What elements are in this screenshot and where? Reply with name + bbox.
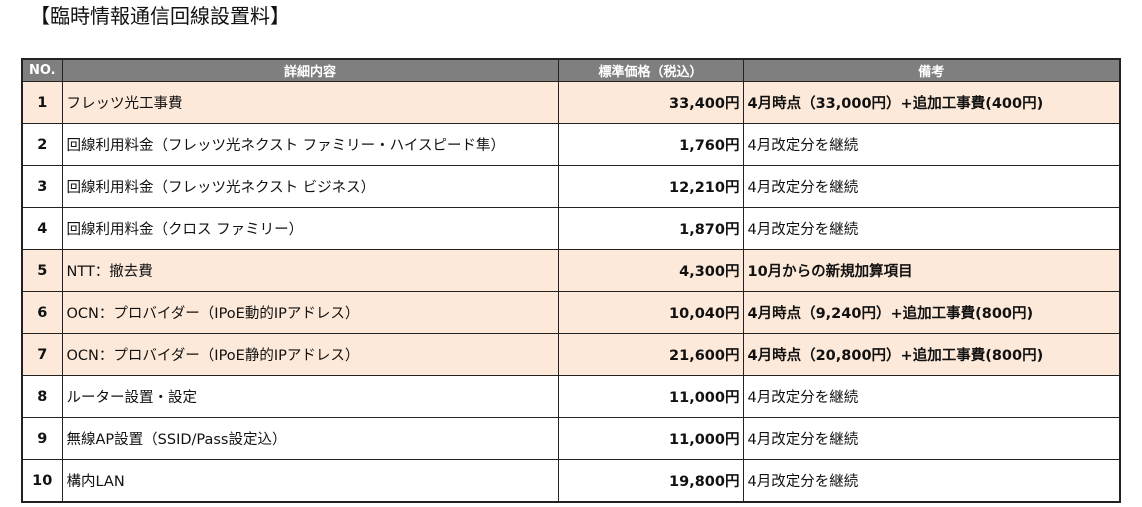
price-cell: 1,870円 (557, 207, 744, 250)
no-cell: 7 (21, 333, 63, 376)
no-cell: 6 (21, 291, 63, 334)
no-cell: 1 (21, 81, 63, 124)
detail-cell: NTT：撤去費 (61, 249, 559, 292)
table-header-row: NO. 詳細内容 標準価格（税込） 備考 (21, 58, 1121, 82)
price-cell: 1,760円 (557, 123, 744, 166)
table-row: 7 OCN：プロバイダー（IPoE静的IPアドレス） 21,600円 4月時点（20,… (21, 333, 1121, 376)
table-row: 6 OCN：プロバイダー（IPoE動的IPアドレス） 10,040円 4月時点（9,2… (21, 291, 1121, 334)
no-cell: 5 (21, 249, 63, 292)
table-row: 10 構内LAN 19,800円 4月改定分を継続 (21, 459, 1121, 503)
price-cell: 11,000円 (557, 375, 744, 418)
detail-cell: ルーター設置・設定 (61, 375, 559, 418)
note-cell: 4月時点（33,000円）+追加工事費(400円) (742, 81, 1121, 124)
table-row: 9 無線AP設置（SSID/Pass設定込） 11,000円 4月改定分を継続 (21, 417, 1121, 460)
note-cell: 4月時点（9,240円）+追加工事費(800円) (742, 291, 1121, 334)
table-row: 2 回線利用料金（フレッツ光ネクスト ファミリー・ハイスピード隼） 1,760円 4月… (21, 123, 1121, 166)
note-cell: 4月改定分を継続 (742, 459, 1121, 503)
note-cell: 10月からの新規加算項目 (742, 249, 1121, 292)
no-cell: 8 (21, 375, 63, 418)
price-cell: 4,300円 (557, 249, 744, 292)
no-cell: 4 (21, 207, 63, 250)
price-cell: 12,210円 (557, 165, 744, 208)
table-row: 8 ルーター設置・設定 11,000円 4月改定分を継続 (21, 375, 1121, 418)
table-row: 5 NTT：撤去費 4,300円 10月からの新規加算項目 (21, 249, 1121, 292)
page-title: 【臨時情報通信回線設置料】 (30, 4, 290, 28)
detail-cell: 回線利用料金（フレッツ光ネクスト ビジネス） (61, 165, 559, 208)
note-cell: 4月時点（20,800円）+追加工事費(800円) (742, 333, 1121, 376)
table-row: 4 回線利用料金（クロス ファミリー） 1,870円 4月改定分を継続 (21, 207, 1121, 250)
note-cell: 4月改定分を継続 (742, 207, 1121, 250)
no-cell: 9 (21, 417, 63, 460)
no-cell: 3 (21, 165, 63, 208)
note-cell: 4月改定分を継続 (742, 165, 1121, 208)
detail-cell: 回線利用料金（フレッツ光ネクスト ファミリー・ハイスピード隼） (61, 123, 559, 166)
no-cell: 10 (21, 459, 63, 503)
note-cell: 4月改定分を継続 (742, 417, 1121, 460)
detail-cell: 構内LAN (61, 459, 559, 503)
header-no: NO. (21, 58, 63, 82)
detail-cell: 無線AP設置（SSID/Pass設定込） (61, 417, 559, 460)
note-cell: 4月改定分を継続 (742, 123, 1121, 166)
detail-cell: OCN：プロバイダー（IPoE動的IPアドレス） (61, 291, 559, 334)
price-cell: 11,000円 (557, 417, 744, 460)
fee-table: NO. 詳細内容 標準価格（税込） 備考 1 フレッツ光工事費 33,400円 4月時… (21, 58, 1121, 503)
price-cell: 19,800円 (557, 459, 744, 503)
no-cell: 2 (21, 123, 63, 166)
detail-cell: OCN：プロバイダー（IPoE静的IPアドレス） (61, 333, 559, 376)
header-price: 標準価格（税込） (557, 58, 744, 82)
price-cell: 21,600円 (557, 333, 744, 376)
header-detail: 詳細内容 (61, 58, 559, 82)
table-row: 1 フレッツ光工事費 33,400円 4月時点（33,000円）+追加工事費(400円… (21, 81, 1121, 124)
header-note: 備考 (742, 58, 1121, 82)
note-cell: 4月改定分を継続 (742, 375, 1121, 418)
detail-cell: 回線利用料金（クロス ファミリー） (61, 207, 559, 250)
detail-cell: フレッツ光工事費 (61, 81, 559, 124)
price-cell: 10,040円 (557, 291, 744, 334)
table-row: 3 回線利用料金（フレッツ光ネクスト ビジネス） 12,210円 4月改定分を継続 (21, 165, 1121, 208)
price-cell: 33,400円 (557, 81, 744, 124)
